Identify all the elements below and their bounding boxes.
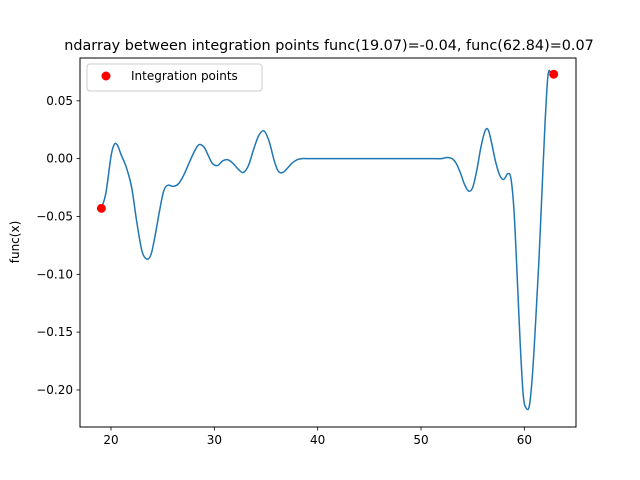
x-tick-label: 50	[413, 433, 428, 447]
plot-frame	[79, 57, 577, 428]
legend-marker	[101, 71, 111, 81]
y-tick-label: −0.05	[36, 209, 73, 223]
integration-point	[549, 69, 559, 79]
x-axis: 20 30 40 50 60	[103, 427, 532, 447]
plot-content	[96, 69, 559, 411]
y-tick-label: −0.20	[36, 383, 73, 397]
func-line	[100, 69, 554, 411]
chart-title: ndarray between integration points func(…	[64, 38, 594, 54]
legend-label: Integration points	[131, 69, 238, 83]
integration-point	[96, 203, 106, 213]
legend-frame	[86, 63, 263, 92]
y-tick-label: −0.15	[36, 325, 73, 339]
x-tick-label: 40	[310, 433, 325, 447]
y-tick-label: 0.05	[46, 94, 73, 108]
y-tick-label: 0.00	[46, 152, 73, 166]
x-tick-label: 60	[517, 433, 532, 447]
y-axis: −0.20 −0.15 −0.10 −0.05 0.00 0.05	[36, 94, 80, 397]
y-axis-label: func(x)	[8, 221, 22, 264]
legend: Integration points	[86, 63, 263, 92]
x-tick-label: 20	[103, 433, 118, 447]
x-tick-label: 30	[207, 433, 222, 447]
y-tick-label: −0.10	[36, 267, 73, 281]
